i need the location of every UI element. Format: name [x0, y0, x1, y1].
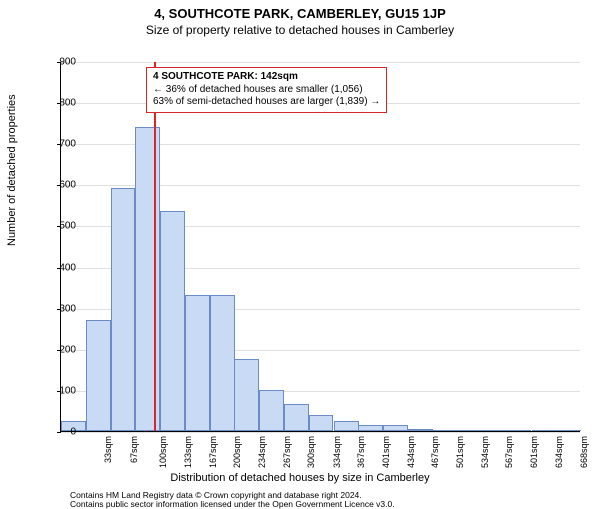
histogram-bar — [556, 430, 581, 431]
infobox: 4 SOUTHCOTE PARK: 142sqm← 36% of detache… — [146, 67, 387, 113]
histogram-bar — [432, 430, 457, 431]
xtick-label: 234sqm — [257, 436, 267, 468]
histogram-bar — [457, 430, 482, 431]
y-axis-label: Number of detached properties — [6, 94, 18, 246]
histogram-bar — [160, 211, 185, 431]
ytick-label: 700 — [46, 139, 76, 150]
xtick-label: 601sqm — [530, 436, 540, 468]
ytick-label: 200 — [46, 344, 76, 355]
xtick-label: 167sqm — [208, 436, 218, 468]
plot-area: 4 SOUTHCOTE PARK: 142sqm← 36% of detache… — [60, 62, 580, 432]
xtick-label: 133sqm — [183, 436, 193, 468]
xtick-label: 300sqm — [306, 436, 316, 468]
histogram-bar — [334, 421, 359, 431]
ytick-label: 600 — [46, 180, 76, 191]
infobox-line: 4 SOUTHCOTE PARK: 142sqm — [153, 71, 380, 84]
histogram-bar — [86, 320, 111, 431]
xtick-label: 401sqm — [381, 436, 391, 468]
infobox-line: ← 36% of detached houses are smaller (1,… — [153, 84, 380, 97]
ytick-label: 800 — [46, 98, 76, 109]
histogram-bar — [259, 390, 284, 431]
histogram-bar — [532, 430, 557, 431]
xtick-label: 467sqm — [430, 436, 440, 468]
xtick-label: 267sqm — [282, 436, 292, 468]
gridline — [61, 432, 580, 433]
xtick-label: 367sqm — [356, 436, 366, 468]
footnote-licence: Contains public sector information licen… — [70, 499, 395, 509]
ytick-label: 900 — [46, 57, 76, 68]
xtick-label: 634sqm — [554, 436, 564, 468]
xtick-label: 200sqm — [232, 436, 242, 468]
histogram-bar — [383, 425, 408, 431]
histogram-bar — [309, 415, 334, 431]
ytick-label: 100 — [46, 385, 76, 396]
ytick-label: 0 — [46, 427, 76, 438]
ytick-label: 300 — [46, 303, 76, 314]
histogram-bar — [234, 359, 259, 431]
histogram-bar — [408, 429, 433, 431]
ytick-label: 400 — [46, 262, 76, 273]
xtick-label: 33sqm — [103, 436, 113, 463]
chart-title: 4, SOUTHCOTE PARK, CAMBERLEY, GU15 1JP — [0, 6, 600, 21]
histogram-bar — [284, 404, 309, 431]
xtick-label: 67sqm — [129, 436, 139, 463]
gridline — [61, 62, 580, 63]
xtick-label: 668sqm — [579, 436, 589, 468]
histogram-bar — [507, 430, 532, 431]
x-axis-label: Distribution of detached houses by size … — [0, 472, 600, 484]
infobox-line: 63% of semi-detached houses are larger (… — [153, 96, 380, 109]
histogram-bar — [111, 188, 136, 431]
histogram-bar — [358, 425, 383, 431]
xtick-label: 434sqm — [406, 436, 416, 468]
xtick-label: 534sqm — [480, 436, 490, 468]
xtick-label: 334sqm — [332, 436, 342, 468]
chart-subtitle: Size of property relative to detached ho… — [0, 23, 600, 37]
histogram-bar — [210, 295, 235, 431]
ytick-label: 500 — [46, 221, 76, 232]
xtick-label: 567sqm — [504, 436, 514, 468]
reference-line — [154, 62, 156, 431]
xtick-label: 501sqm — [455, 436, 465, 468]
xtick-label: 100sqm — [158, 436, 168, 468]
histogram-bar — [185, 295, 210, 431]
histogram-bar — [482, 430, 507, 431]
